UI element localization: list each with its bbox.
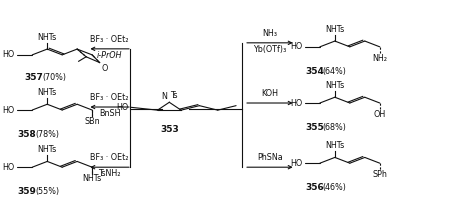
Text: BF₃ · OEt₂: BF₃ · OEt₂ <box>91 35 129 44</box>
Text: HO: HO <box>3 105 15 115</box>
Text: N: N <box>162 93 167 101</box>
Text: 355: 355 <box>305 123 324 132</box>
Text: BF₃ · OEt₂: BF₃ · OEt₂ <box>91 93 129 102</box>
Text: NHTs: NHTs <box>82 174 102 183</box>
Text: 359: 359 <box>17 187 36 196</box>
Text: O: O <box>102 64 109 73</box>
Text: 354: 354 <box>305 67 324 76</box>
Text: (68%): (68%) <box>323 123 346 132</box>
Text: Ts: Ts <box>170 91 177 100</box>
Text: NH₃: NH₃ <box>262 29 277 38</box>
Text: i-PrOH: i-PrOH <box>97 51 122 60</box>
Text: OH: OH <box>374 110 386 119</box>
Text: HO: HO <box>117 103 129 112</box>
Text: (70%): (70%) <box>43 73 66 82</box>
Text: TsNH₂: TsNH₂ <box>99 169 121 178</box>
Text: NHTs: NHTs <box>37 33 57 42</box>
Text: 357: 357 <box>25 73 44 82</box>
Text: NHTs: NHTs <box>325 81 345 90</box>
Text: HO: HO <box>3 50 15 59</box>
Text: (46%): (46%) <box>323 183 346 192</box>
Text: (64%): (64%) <box>323 67 346 76</box>
Text: (78%): (78%) <box>35 130 59 139</box>
Text: 358: 358 <box>17 130 36 139</box>
Text: NHTs: NHTs <box>37 145 57 154</box>
Text: 356: 356 <box>305 183 324 192</box>
Text: (55%): (55%) <box>35 187 59 196</box>
Text: SPh: SPh <box>372 170 387 179</box>
Text: BnSH: BnSH <box>99 109 120 118</box>
Text: 353: 353 <box>160 125 179 134</box>
Text: Yb(OTf)₃: Yb(OTf)₃ <box>253 45 286 54</box>
Text: NHTs: NHTs <box>325 25 345 34</box>
Text: HO: HO <box>291 99 302 107</box>
Text: BF₃ · OEt₂: BF₃ · OEt₂ <box>91 153 129 162</box>
Text: PhSNa: PhSNa <box>257 153 283 162</box>
Text: KOH: KOH <box>261 89 278 98</box>
Text: HO: HO <box>3 163 15 172</box>
Text: HO: HO <box>291 159 302 168</box>
Text: NHTs: NHTs <box>325 141 345 150</box>
Text: SBn: SBn <box>84 117 100 126</box>
Text: NH₂: NH₂ <box>372 54 387 63</box>
Text: NHTs: NHTs <box>37 88 57 97</box>
Text: HO: HO <box>291 42 302 51</box>
